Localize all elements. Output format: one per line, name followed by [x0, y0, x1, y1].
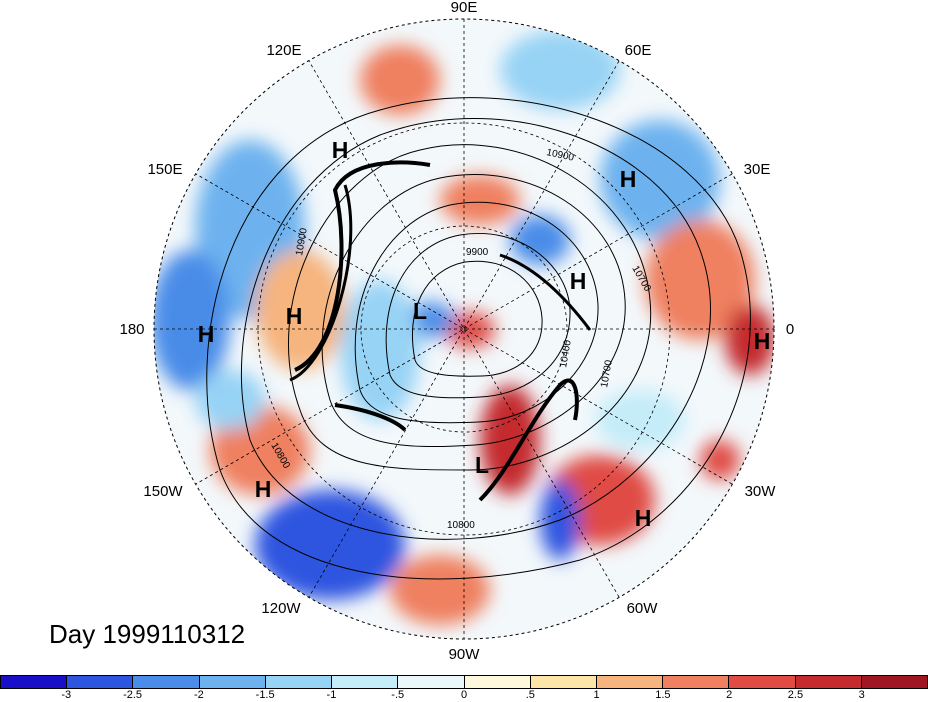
- colorbar-tick-label: 2.5: [787, 689, 804, 701]
- colorbar-swatch: [332, 676, 399, 688]
- map-boundary: [153, 18, 775, 640]
- colorbar-tick-label: 1: [593, 689, 600, 701]
- lon-label-60w: 60W: [627, 600, 659, 617]
- high-pressure-label: H: [570, 268, 587, 294]
- lon-label-90w: 90W: [449, 646, 481, 663]
- lon-label-60e: 60E: [625, 42, 652, 59]
- colorbar-labels: -3 -2.5 -2 -1.5 -1 -.5 0 .5 1 1.5 2 2.5 3: [0, 689, 928, 702]
- colorbar-swatch: [133, 676, 200, 688]
- colorbar-tick-label: 1.5: [655, 689, 671, 701]
- colorbar-swatch: [464, 676, 531, 688]
- colorbar-swatch: [398, 676, 465, 688]
- lon-label-0: 0: [786, 321, 794, 338]
- colorbar-swatch: [729, 676, 796, 688]
- colorbar-swatch: [861, 676, 928, 688]
- lon-label-120w: 120W: [261, 600, 301, 617]
- contour-label: 10800: [447, 520, 475, 531]
- colorbar-swatch: [596, 676, 664, 688]
- colorbar-tick-label: .5: [525, 689, 535, 701]
- colorbar-tick-label: -1.5: [255, 689, 275, 701]
- high-pressure-label: H: [754, 328, 771, 354]
- colorbar: [0, 675, 928, 689]
- colorbar-tick-label: 3: [858, 689, 865, 701]
- colorbar-swatch: [265, 676, 333, 688]
- high-pressure-label: H: [635, 505, 652, 531]
- high-pressure-label: H: [620, 166, 637, 192]
- colorbar-tick-label: -2.5: [123, 689, 143, 701]
- colorbar-swatch: [1, 676, 68, 688]
- lon-label-120e: 120E: [266, 42, 301, 59]
- low-pressure-label: L: [413, 298, 427, 324]
- high-pressure-label: H: [198, 321, 215, 347]
- height-contours: [206, 97, 751, 580]
- colorbar-swatch: [530, 676, 597, 688]
- lon-label-150e: 150E: [147, 161, 182, 178]
- high-pressure-label: H: [255, 476, 272, 502]
- graticule: [154, 19, 774, 639]
- colorbar-tick-label: -.5: [391, 689, 405, 701]
- high-pressure-label: H: [332, 137, 349, 163]
- colorbar-tick-label: -3: [61, 689, 72, 701]
- colorbar-swatch: [663, 676, 730, 688]
- lon-label-90e: 90E: [451, 0, 478, 16]
- colorbar-tick-label: -2: [193, 689, 204, 701]
- colorbar-swatch: [199, 676, 266, 688]
- lon-label-30w: 30W: [745, 483, 777, 500]
- contour-label: 10900: [294, 227, 310, 257]
- low-pressure-label: L: [475, 452, 489, 478]
- contour-label: 10700: [599, 359, 615, 389]
- colorbar-swatch: [795, 676, 862, 688]
- lon-label-180: 180: [119, 321, 144, 338]
- colorbar-tick-label: -1: [326, 689, 337, 701]
- lon-label-30e: 30E: [744, 161, 771, 178]
- contour-label: 9900: [466, 247, 489, 258]
- colorbar-tick-label: 2: [726, 689, 733, 701]
- contour-label: 10400: [558, 339, 574, 369]
- colorbar-tick-label: 0: [460, 689, 468, 701]
- high-pressure-label: H: [286, 303, 303, 329]
- lon-label-150w: 150W: [143, 483, 183, 500]
- map-title: Day 1999110312: [49, 619, 246, 649]
- colorbar-swatch: [67, 676, 134, 688]
